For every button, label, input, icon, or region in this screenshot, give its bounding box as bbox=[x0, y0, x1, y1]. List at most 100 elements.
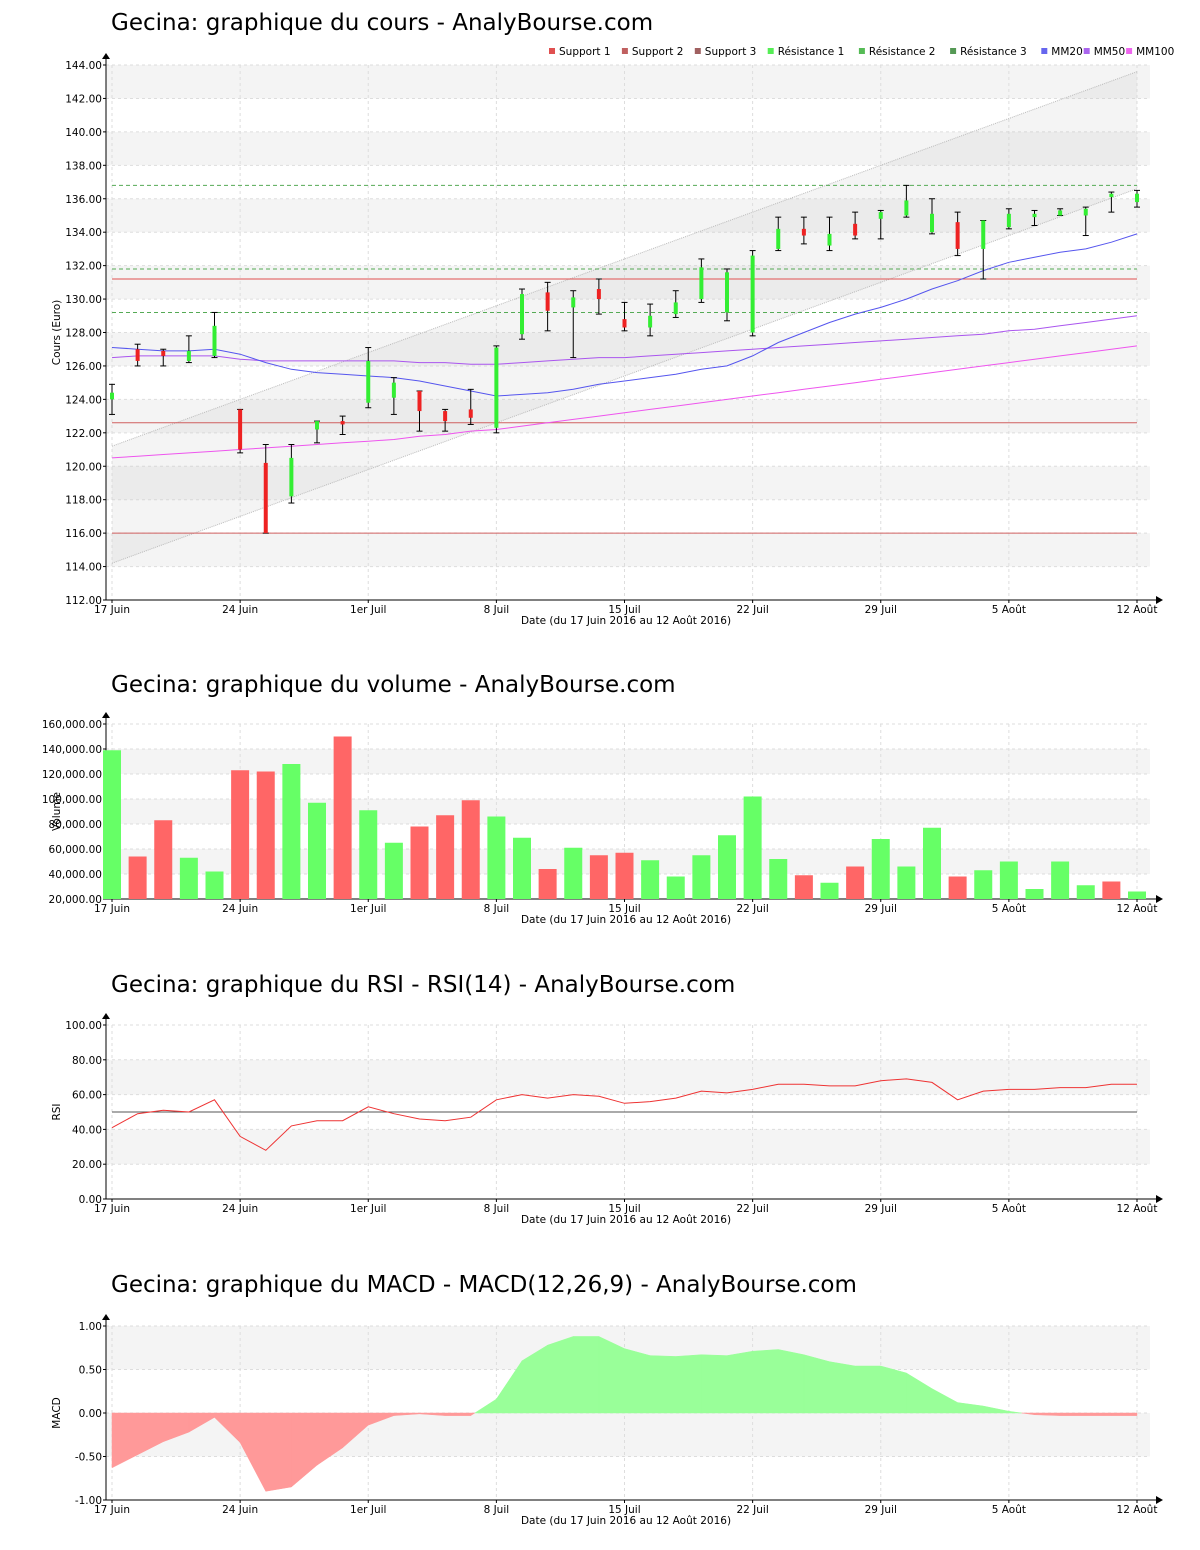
macd-chart-title: Gecina: graphique du MACD - MACD(12,26,9… bbox=[111, 1272, 857, 1298]
volume-bar bbox=[897, 866, 916, 899]
volume-bar bbox=[1076, 885, 1095, 899]
legend-label: MM20 bbox=[1051, 46, 1082, 58]
volume-x-tick-label: 22 Juil bbox=[736, 903, 768, 915]
volume-band bbox=[106, 774, 1150, 799]
price-y-tick-label: 122.00 bbox=[65, 428, 102, 440]
price-band bbox=[106, 131, 1150, 166]
volume-bar bbox=[769, 859, 788, 899]
price-band bbox=[106, 566, 1150, 600]
volume-bar bbox=[794, 875, 813, 899]
rsi-x-tick-label: 29 Juil bbox=[865, 1203, 897, 1215]
volume-bar bbox=[461, 800, 480, 899]
legend-label: Support 3 bbox=[705, 46, 757, 58]
volume-bar bbox=[923, 827, 941, 899]
volume-x-tick-label: 5 Août bbox=[992, 903, 1026, 915]
candle-body bbox=[520, 294, 524, 335]
legend-label: Résistance 3 bbox=[960, 46, 1027, 58]
price-y-tick-label: 128.00 bbox=[65, 328, 102, 340]
legend-swatch bbox=[549, 48, 555, 54]
rsi-y-tick-label: 40.00 bbox=[72, 1124, 102, 1136]
candle-body bbox=[776, 228, 781, 249]
volume-bar bbox=[948, 876, 967, 899]
price-y-tick-label: 144.00 bbox=[65, 60, 102, 72]
volume-bar bbox=[1102, 881, 1121, 899]
volume-bar bbox=[359, 810, 378, 899]
candle-body bbox=[315, 421, 319, 430]
rsi-y-tick-label: 60.00 bbox=[72, 1090, 102, 1102]
macd-y-tick-label: 1.00 bbox=[79, 1321, 102, 1333]
price-band bbox=[106, 232, 1150, 266]
volume-bar bbox=[538, 869, 557, 899]
volume-bar bbox=[846, 866, 865, 899]
price-y-arrow bbox=[102, 53, 110, 59]
price-y-tick-label: 114.00 bbox=[65, 562, 102, 574]
candle-body bbox=[827, 233, 832, 246]
volume-x-arrow bbox=[1156, 895, 1163, 903]
rsi-y-tick-label: 20.00 bbox=[72, 1159, 102, 1171]
candle-body bbox=[212, 325, 217, 356]
candle-body bbox=[1006, 213, 1011, 228]
rsi-y-tick-label: 100.00 bbox=[65, 1020, 102, 1032]
legend-label: MM100 bbox=[1136, 46, 1174, 58]
candle-body bbox=[443, 411, 448, 422]
macd-x-tick-label: 5 Août bbox=[992, 1504, 1026, 1516]
rsi-x-tick-label: 15 Juil bbox=[608, 1203, 640, 1215]
macd-x-tick-label: 24 Juin bbox=[222, 1504, 258, 1516]
candle-body bbox=[930, 213, 934, 233]
candle-body bbox=[110, 392, 114, 400]
volume-bar bbox=[871, 839, 890, 899]
volume-x-axis-label: Date (du 17 Juin 2016 au 12 Août 2016) bbox=[521, 914, 731, 926]
legend-swatch bbox=[950, 48, 957, 54]
candle-body bbox=[1109, 193, 1114, 198]
rsi-band bbox=[106, 1025, 1150, 1060]
rsi-x-tick-label: 17 Juin bbox=[94, 1203, 130, 1215]
macd-y-arrow bbox=[102, 1314, 110, 1320]
price-x-tick-label: 5 Août bbox=[992, 604, 1026, 616]
volume-x-tick-label: 15 Juil bbox=[608, 903, 640, 915]
macd-y-axis-label: MACD bbox=[51, 1397, 63, 1428]
volume-bar bbox=[436, 815, 455, 899]
mm20-line bbox=[111, 233, 1138, 397]
price-band bbox=[106, 332, 1150, 366]
price-x-tick-label: 29 Juil bbox=[865, 604, 897, 616]
macd-x-tick-label: 1er Juil bbox=[350, 1504, 386, 1516]
candle-body bbox=[1135, 193, 1139, 203]
candle-body bbox=[801, 228, 806, 236]
rsi-x-tick-label: 8 Juil bbox=[484, 1203, 510, 1215]
price-y-tick-label: 120.00 bbox=[65, 461, 102, 473]
price-band bbox=[106, 198, 1150, 233]
volume-bar bbox=[1025, 889, 1044, 899]
macd-x-tick-label: 8 Juil bbox=[484, 1504, 510, 1516]
price-y-tick-label: 132.00 bbox=[65, 261, 102, 273]
volume-bar bbox=[128, 856, 147, 899]
price-band bbox=[106, 466, 1150, 500]
macd-negative-area bbox=[111, 1412, 1138, 1492]
price-band bbox=[106, 65, 1150, 99]
volume-bar bbox=[718, 835, 736, 899]
price-x-axis-label: Date (du 17 Juin 2016 au 12 Août 2016) bbox=[521, 615, 731, 627]
volume-bar bbox=[103, 750, 121, 899]
volume-x-tick-label: 1er Juil bbox=[350, 903, 386, 915]
macd-y-tick-label: -0.50 bbox=[75, 1452, 102, 1464]
volume-band bbox=[106, 749, 1150, 774]
legend-swatch bbox=[1083, 48, 1090, 54]
price-y-tick-label: 140.00 bbox=[65, 127, 102, 139]
rsi-x-tick-label: 24 Juin bbox=[222, 1203, 258, 1215]
rsi-x-axis-label: Date (du 17 Juin 2016 au 12 Août 2016) bbox=[521, 1214, 731, 1226]
macd-x-tick-label: 29 Juil bbox=[865, 1504, 897, 1516]
mm50-line bbox=[111, 315, 1138, 365]
candle-body bbox=[238, 409, 243, 450]
candle-body bbox=[904, 200, 909, 216]
volume-band bbox=[106, 724, 1150, 749]
candle-body bbox=[1083, 208, 1088, 216]
volume-bar bbox=[513, 837, 531, 899]
volume-bar bbox=[589, 855, 608, 899]
volume-bar bbox=[308, 802, 326, 899]
candle-body bbox=[494, 347, 499, 428]
macd-x-tick-label: 17 Juin bbox=[94, 1504, 130, 1516]
price-x-tick-label: 15 Juil bbox=[608, 604, 640, 616]
price-band bbox=[106, 533, 1150, 567]
macd-x-arrow bbox=[1156, 1496, 1163, 1504]
legend-label: Support 1 bbox=[559, 46, 611, 58]
volume-bar bbox=[410, 826, 429, 899]
